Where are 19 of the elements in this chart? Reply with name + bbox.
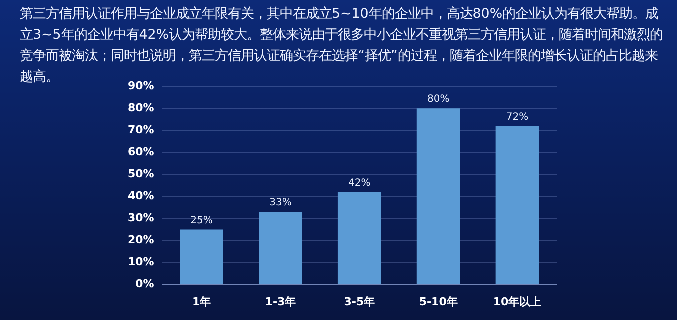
y-tick-label: 70% [128,124,154,137]
data-label: 42% [348,178,371,189]
y-tick-label: 50% [128,168,154,181]
x-tick-label: 10年以上 [493,295,542,308]
y-tick-label: 80% [128,101,154,114]
y-tick-label: 20% [128,234,154,247]
y-tick-label: 40% [128,190,154,203]
data-label: 25% [190,215,213,226]
x-tick-label: 1年 [192,295,212,308]
y-tick-label: 0% [136,278,154,291]
data-label: 33% [270,198,292,209]
x-tick-label: 5-10年 [419,295,458,308]
x-tick-label: 3-5年 [344,295,376,308]
data-label: 72% [506,112,529,123]
y-tick-label: 10% [128,256,154,269]
x-tick-label: 1-3年 [265,295,296,308]
y-tick-label: 30% [128,212,154,225]
y-tick-label: 60% [128,146,154,159]
data-label: 80% [427,94,450,106]
